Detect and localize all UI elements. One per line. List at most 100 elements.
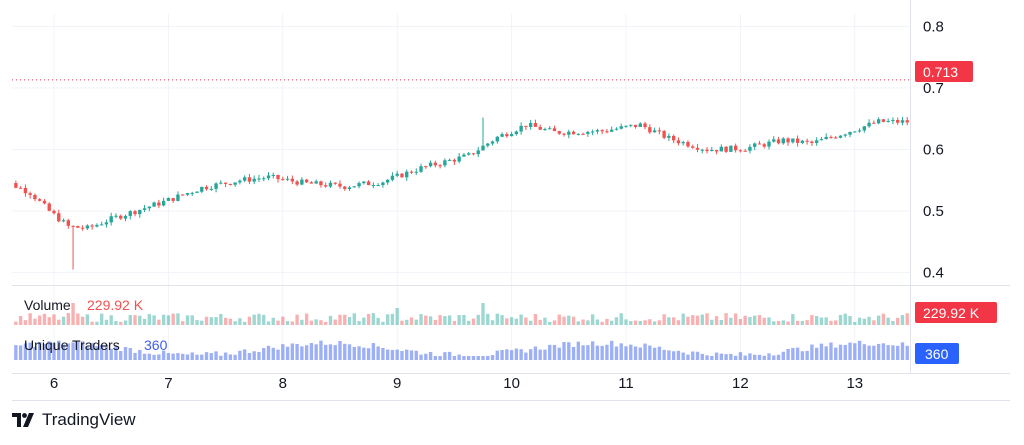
volume-bar (147, 314, 152, 325)
volume-bar (829, 320, 833, 325)
volume-bar (686, 316, 690, 325)
volume-bar (838, 314, 843, 325)
candle-body (190, 192, 194, 194)
candle-body (476, 150, 480, 155)
candle-body (781, 138, 785, 144)
traders-bar (138, 349, 142, 360)
volume-bar (271, 317, 275, 325)
volume-bar (462, 315, 466, 325)
candle-body (624, 125, 628, 127)
tradingview-logo-icon (12, 413, 34, 427)
traders-bar (85, 346, 90, 360)
volume-bar (52, 314, 56, 325)
candle-body (681, 142, 685, 144)
volume-bar (114, 321, 118, 325)
volume-bar (452, 321, 457, 325)
candle-body (743, 150, 747, 152)
traders-bar (853, 343, 857, 360)
volume-bar (343, 314, 347, 325)
candle-body (147, 206, 152, 209)
traders-bar (443, 352, 447, 360)
volume-bar (266, 321, 271, 325)
volume-bar (586, 320, 590, 325)
candle-body (295, 181, 299, 185)
candle-body (181, 194, 185, 196)
traders-bar (462, 356, 466, 360)
traders-bar (328, 344, 333, 360)
volume-bar (71, 303, 75, 325)
candle-body (834, 137, 838, 139)
candle-body (438, 165, 442, 167)
traders-bar (896, 345, 900, 360)
candle-body (495, 136, 499, 142)
volume-bar (800, 321, 805, 325)
candle-body (500, 134, 504, 137)
candle-body (362, 181, 366, 184)
traders-bar (47, 341, 51, 360)
traders-bar (786, 349, 790, 360)
volume-bar (676, 320, 681, 325)
traders-bar (724, 354, 728, 360)
volume-bar (438, 315, 442, 325)
candle-body (390, 175, 395, 180)
tradingview-brand[interactable]: TradingView (12, 410, 136, 430)
candle-body (676, 140, 681, 144)
traders-bar (900, 342, 905, 360)
volume-bar (514, 318, 519, 325)
traders-bar (843, 344, 847, 360)
traders-bar (304, 345, 309, 360)
candle-body (552, 128, 557, 132)
time-tick-label: 9 (393, 375, 401, 392)
volume-bar (528, 320, 533, 325)
traders-bar (624, 346, 628, 360)
candle-body (872, 122, 876, 124)
traders-bar (824, 346, 828, 360)
volume-bar (228, 318, 233, 325)
candle-body (900, 120, 905, 123)
traders-bar (185, 354, 190, 360)
traders-bar (476, 356, 480, 360)
traders-bar (366, 348, 371, 360)
candle-body (228, 183, 233, 185)
volume-bar (486, 313, 490, 325)
volume-bar (133, 315, 137, 325)
volume-bar (700, 314, 704, 325)
traders-bar (447, 351, 452, 360)
candle-body (395, 173, 399, 176)
traders-bar (214, 351, 218, 360)
volume-bar (457, 315, 461, 325)
candle-body (252, 178, 256, 182)
volume-bar (705, 313, 709, 325)
traders-bar (867, 345, 871, 360)
traders-bar (557, 347, 561, 360)
volume-bar (405, 319, 409, 325)
volume-bar (371, 313, 376, 325)
traders-bar (176, 353, 180, 360)
volume-bar (419, 314, 423, 325)
candle-body (848, 132, 852, 135)
traders-bar (872, 345, 876, 360)
volume-bar (80, 316, 85, 325)
candle-body (266, 175, 271, 179)
traders-bar (528, 349, 533, 360)
volume-bar (90, 321, 94, 325)
candle-body (509, 134, 514, 137)
traders-bar (776, 354, 781, 360)
traders-bar (352, 346, 356, 360)
volume-bar (576, 321, 581, 325)
traders-bar (605, 344, 609, 360)
traders-bar (18, 345, 23, 360)
volume-bar (600, 321, 604, 325)
candle-body (457, 156, 461, 162)
volume-bar (433, 319, 438, 325)
candle-body (409, 171, 414, 173)
traders-bar (519, 349, 523, 360)
traders-bar (242, 349, 247, 360)
volume-bar (891, 321, 895, 325)
traders-bar (524, 352, 528, 360)
volume-bar (481, 303, 485, 325)
volume-bar (671, 317, 676, 325)
candle-body (757, 143, 762, 145)
candle-body (800, 140, 805, 143)
